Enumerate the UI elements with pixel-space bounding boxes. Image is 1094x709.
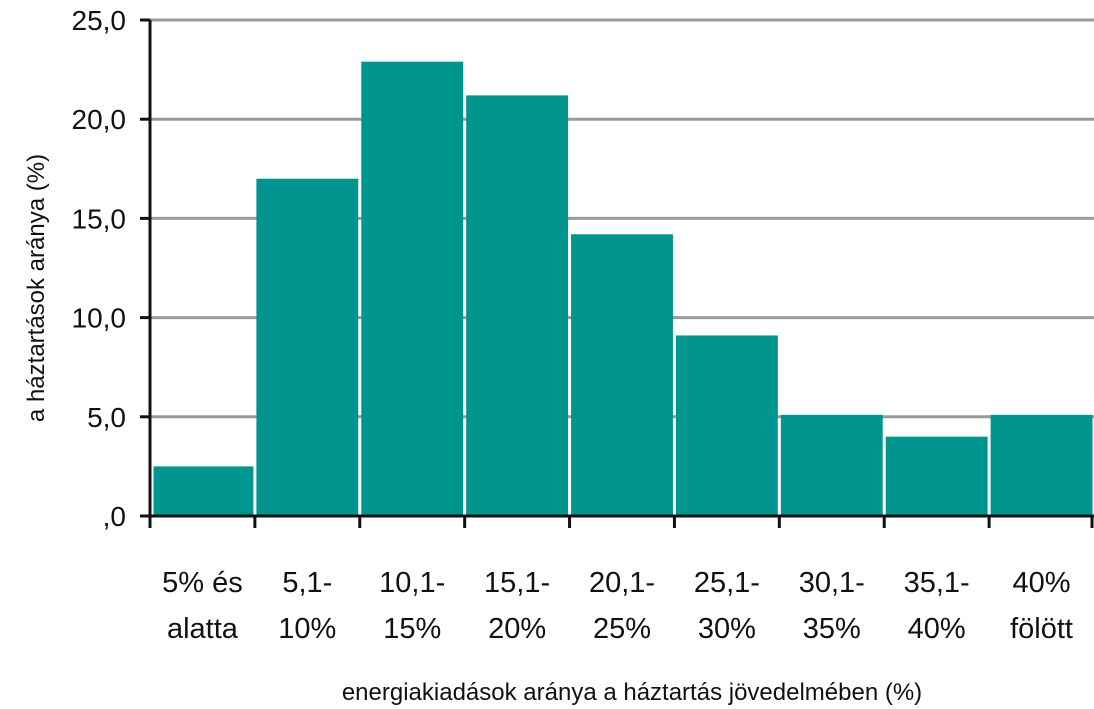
x-tick-label-3: 15,1-20% xyxy=(484,567,550,645)
y-tick-label-4: 20,0 xyxy=(72,104,127,135)
x-tick-label-0: 5% és alatta xyxy=(162,567,243,645)
y-tick-label-0: ,0 xyxy=(103,501,126,532)
y-tick-label-5: 25,0 xyxy=(72,5,127,36)
y-axis-title: a háztartások aránya (%) xyxy=(23,154,50,422)
x-axis-title: energiakiadások aránya a háztartás jöved… xyxy=(342,679,922,706)
x-tick-label-4: 20,1-25% xyxy=(589,567,655,645)
bar-8 xyxy=(990,414,1093,516)
x-tick-label-2: 10,1-15% xyxy=(379,567,445,645)
bar-6 xyxy=(780,414,883,516)
bar-1 xyxy=(256,178,359,516)
y-tick-label-2: 10,0 xyxy=(72,303,127,334)
x-tick-label-1: 5,1-10% xyxy=(278,567,336,645)
bar-2 xyxy=(361,61,464,516)
bar-7 xyxy=(885,436,988,516)
bar-4 xyxy=(571,234,673,516)
y-tick-label-1: 5,0 xyxy=(87,402,126,433)
axes xyxy=(140,18,1094,528)
bar-0 xyxy=(153,466,254,516)
bars xyxy=(153,61,1093,516)
x-tick-label-7: 35,1-40% xyxy=(904,567,970,645)
x-tick-label-8: 40% fölött xyxy=(1010,567,1073,645)
x-tick-label-6: 30,1-35% xyxy=(799,567,865,645)
tick-labels: ,0 5,0 10,0 15,0 20,0 25,0 5% és alatta 5,1-10% 1… xyxy=(72,5,1073,645)
bar-3 xyxy=(466,95,569,516)
y-tick-label-3: 15,0 xyxy=(72,203,127,234)
bar-5 xyxy=(675,335,778,516)
x-tick-label-5: 25,1-30% xyxy=(694,567,760,645)
